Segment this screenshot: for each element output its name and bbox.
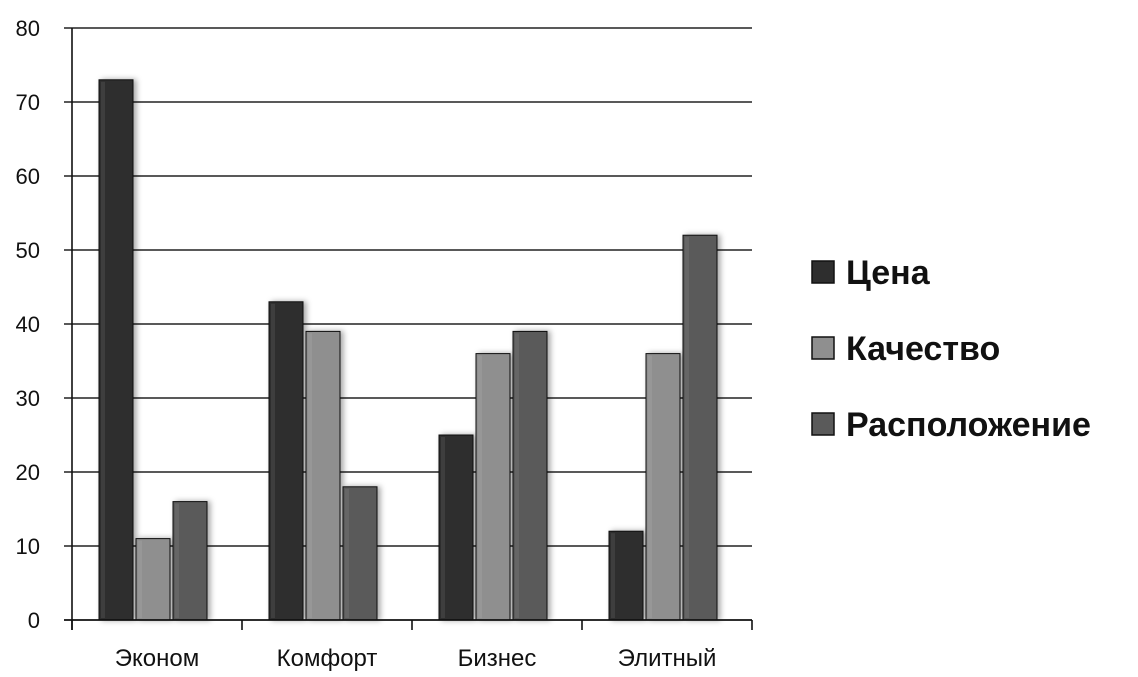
bar-highlight (345, 488, 349, 618)
bar-highlight (515, 333, 519, 618)
bar-highlight (441, 437, 445, 618)
x-category-label: Бизнес (458, 645, 537, 672)
bar (475, 353, 511, 621)
axes (64, 28, 753, 630)
y-tick-label: 50 (16, 238, 40, 263)
bar (608, 530, 644, 621)
x-category-label: Комфорт (277, 645, 378, 672)
bars (98, 79, 718, 621)
bar-highlight (478, 355, 482, 618)
bar (342, 486, 378, 621)
bar (438, 434, 474, 621)
legend-swatch (811, 336, 835, 360)
legend-label: Качество (846, 330, 1000, 368)
legend-label: Цена (846, 254, 931, 292)
bar (682, 234, 718, 621)
bar-highlight (138, 540, 142, 618)
bar (172, 501, 208, 621)
y-tick-label: 40 (16, 312, 40, 337)
y-tick-label: 80 (16, 16, 40, 41)
legend-label: Расположение (846, 406, 1091, 444)
x-axis-labels: Эконом Комфорт Бизнес Элитный (115, 645, 717, 672)
bar-highlight (685, 237, 689, 618)
y-tick-label: 20 (16, 460, 40, 485)
bar-highlight (175, 503, 179, 618)
y-tick-label: 60 (16, 164, 40, 189)
bar (645, 353, 681, 621)
legend-swatch (811, 260, 835, 284)
y-axis-ticks: 0 10 20 30 40 50 60 70 80 (16, 16, 40, 633)
bar-highlight (308, 333, 312, 618)
y-tick-label: 30 (16, 386, 40, 411)
bar-highlight (648, 355, 652, 618)
bar-highlight (611, 533, 615, 618)
grid-lines (64, 27, 752, 547)
bar-highlight (101, 81, 105, 619)
legend-swatch (811, 412, 835, 436)
bar-highlight (271, 303, 275, 618)
y-tick-label: 10 (16, 534, 40, 559)
x-category-label: Эконом (115, 645, 199, 672)
bar (98, 79, 134, 621)
legend: Цена Качество Расположение (811, 254, 1091, 444)
y-tick-label: 70 (16, 90, 40, 115)
bar (268, 301, 304, 621)
x-category-label: Элитный (618, 645, 717, 672)
bar (305, 330, 341, 621)
y-tick-label: 0 (28, 608, 40, 633)
